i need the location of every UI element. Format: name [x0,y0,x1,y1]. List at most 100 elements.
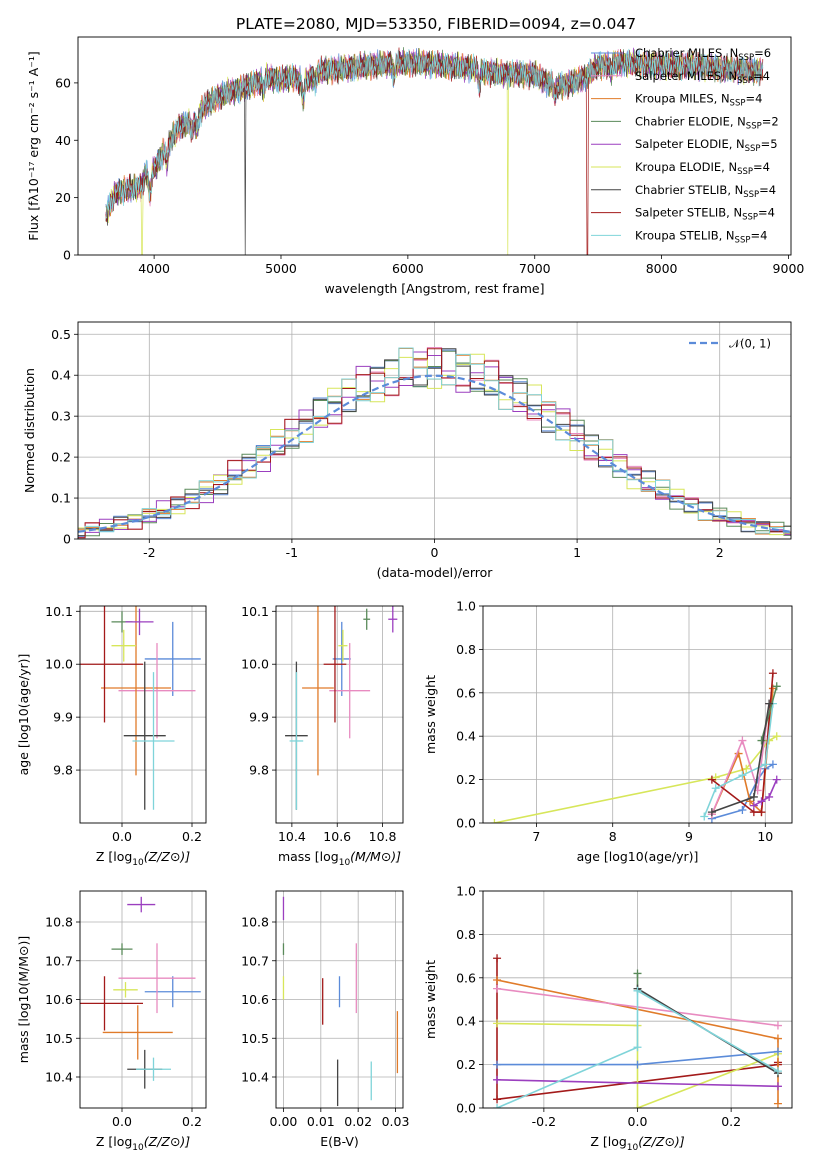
y-tick-label: 0 [63,532,71,547]
mass-weight-marker [493,954,502,963]
age-vs-metallicity-panel: 0.0 0.2 9.8 9.9 10.0 10.1 Z [log10(Z/Z⊙)] age [… [16,604,207,868]
error-bar-point [80,976,143,1031]
legend-label-tail: =2 [762,114,779,128]
axes-border [77,36,792,256]
x-tick-label: 7000 [519,261,551,276]
mass-weight-line [496,989,779,1108]
x-tick-label: 4000 [138,261,170,276]
mass-weight-line [753,779,778,807]
error-bar-point [113,982,138,998]
mass-weight-marker [773,1021,782,1030]
error-bar-point [363,608,371,630]
legend-label-tail: =5 [761,137,778,151]
x-tick-label: 0.01 [307,1114,335,1129]
y-tick-label: 1.0 [456,599,476,614]
y-tick-label: 0.0 [456,816,476,831]
axes-border [79,605,207,824]
error-bar-point [111,629,136,662]
x-axis-label: Z [log10(Z/Z⊙)] [96,849,190,868]
y-tick-label: 0.5 [51,327,71,342]
axes-frame: 10.4 10.6 10.8 9.8 9.9 10.0 10.1 mass [log10(M/… [241,604,404,868]
legend-label: Kroupa MILES, NSSP=4 [635,92,762,109]
mass-weight-line [496,1079,779,1088]
mass-weight-marker [768,760,777,769]
residual-histogram [78,348,791,537]
legend-label: 𝒩(0, 1) [729,337,771,351]
mass-weight-marker [773,1082,782,1091]
y-tick-label: 9.8 [249,763,269,778]
y-axis-label: Normed distribution [22,368,37,493]
spectrum-series-line [105,48,764,219]
mass-weight-marker [765,699,774,708]
x-axis-label-sub: 10 [339,858,351,868]
x-tick-label: 8000 [646,261,678,276]
x-tick-label: 0.2 [182,1114,202,1129]
mass-weight-marker [761,760,770,769]
error-bar-point [118,643,196,739]
legend-label-main: Chabrier STELIB, N [635,183,743,197]
x-axis-label-sub: 10 [132,858,144,868]
y-tick-label: 10.7 [241,953,269,968]
x-axis-label: E(B-V) [320,1134,359,1149]
plot-area [490,669,781,823]
legend-label-sub: SSP [743,190,759,200]
legend-label: Chabrier ELODIE, NSSP=2 [635,114,779,131]
y-tick-label: 0.4 [51,368,71,383]
plot-area [80,896,201,1089]
x-axis-label-tail: (Z/Z⊙)] [638,1134,685,1149]
y-tick-label: 10.8 [45,915,73,930]
y-tick-label: 9.9 [53,710,73,725]
legend-label-tail: =4 [753,160,770,174]
error-bar-point [127,896,156,913]
mass-weight-marker [742,764,751,773]
y-tick-label: 10.6 [45,992,73,1007]
legend-label-main: Kroupa MILES, N [635,92,730,106]
y-tick-label: 10.1 [241,604,269,619]
y-tick-label: 0.0 [456,1101,476,1116]
residual-histogram [78,350,791,537]
error-bar-point [144,976,201,1008]
legend-label-tail: =4 [753,69,770,83]
x-tick-label: 1 [573,545,581,560]
x-tick-label: 10.4 [278,829,306,844]
axes-border [482,605,793,824]
legend-label-sub: SSP [742,213,758,223]
x-axis-label-main: Z [log [96,1134,132,1149]
legend-label-sub: SSP [745,144,761,154]
x-tick-label: 8 [609,829,617,844]
legend-label-tail: =4 [745,92,762,106]
x-axis-label-sub: 10 [132,1143,144,1153]
legend-label-tail: =4 [758,206,775,220]
x-tick-label: 6000 [392,261,424,276]
mass-weight-marker [633,969,642,978]
legend-label: Salpeter ELODIE, NSSP=5 [635,137,778,154]
y-tick-label: 0.8 [456,642,476,657]
x-tick-label: 0.03 [382,1114,410,1129]
y-axis-label: age [log10(age/yr)] [16,654,31,776]
mass-weight-marker [633,986,642,995]
figure-title: PLATE=2080, MJD=53350, FIBERID=0094, z=0… [236,15,636,33]
y-tick-label: 10.6 [241,992,269,1007]
error-bar-point [289,672,304,810]
error-bar-point [302,606,334,776]
mass-weight-marker [493,1104,502,1108]
y-tick-label: 40 [55,133,71,148]
plot-area [80,606,201,810]
axes-border [275,605,404,824]
x-axis-label: (data-model)/error [377,565,494,580]
x-tick-label: 0.2 [721,1114,741,1129]
error-bar-point [323,606,347,723]
legend-label: Chabrier STELIB, NSSP=4 [635,183,776,200]
axes-frame: 0.0 0.2 9.8 9.9 10.0 10.1 Z [log10(Z/Z⊙)] age [… [16,604,207,868]
mass-weight-marker [772,732,781,741]
mass-weight-marker [738,771,747,780]
x-axis-label-sub: 10 [627,1143,639,1153]
x-axis-label-main: mass [log [278,849,339,864]
mass-weight-marker [711,784,720,793]
x-axis-label-tail: (Z/Z⊙)] [144,849,191,864]
plot-area [78,347,791,539]
x-tick-label: 2 [716,545,724,560]
y-tick-label: 0.2 [51,450,71,465]
y-tick-label: 1.0 [456,884,476,899]
